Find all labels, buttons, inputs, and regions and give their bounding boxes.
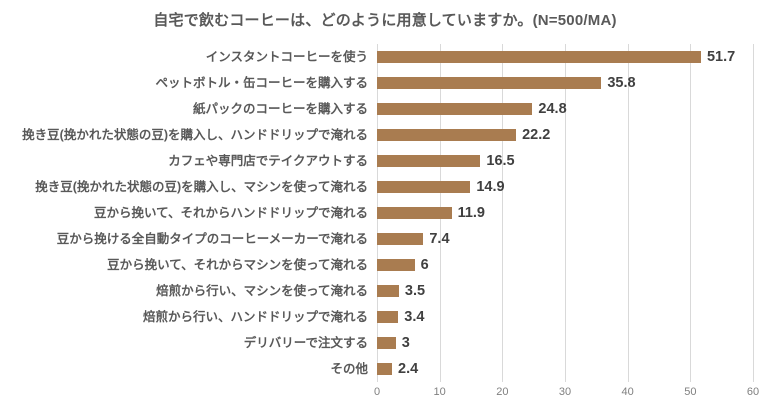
bar-zone: 2.4 xyxy=(377,356,753,382)
category-label: 豆から挽ける全自動タイプのコーヒーメーカーで淹れる xyxy=(56,231,368,246)
bar-row: インスタントコーヒーを使う 51.7 xyxy=(0,44,753,70)
bar xyxy=(377,363,393,375)
x-tick-label: 20 xyxy=(496,386,509,398)
bar xyxy=(377,51,701,63)
category-label: デリバリーで注文する xyxy=(243,335,368,350)
bar-row: 紙パックのコーヒーを購入する 24.8 xyxy=(0,96,753,122)
bar xyxy=(377,311,399,323)
bar-zone: 6 xyxy=(377,252,753,278)
category-label: ペットボトル・缶コーヒーを購入する xyxy=(155,75,368,90)
gridline xyxy=(690,44,692,382)
bar xyxy=(377,129,517,141)
value-label: 6 xyxy=(420,256,429,273)
category-label: インスタントコーヒーを使う xyxy=(205,49,368,64)
bar-zone: 35.8 xyxy=(377,70,753,96)
value-label: 3.5 xyxy=(404,282,426,299)
category-label: 豆から挽いて、それからマシンを使って淹れる xyxy=(107,257,368,272)
value-label: 22.2 xyxy=(522,126,551,143)
bar xyxy=(377,207,452,219)
bar-row: 挽き豆(挽かれた状態の豆)を購入し、マシンを使って淹れる 14.9 xyxy=(0,174,753,200)
bar-rows: インスタントコーヒーを使う 51.7 ペットボトル・缶コーヒーを購入する 35.8 紙パ… xyxy=(0,44,753,382)
bar xyxy=(377,259,415,271)
category-label: 挽き豆(挽かれた状態の豆)を購入し、マシンを使って淹れる xyxy=(35,179,368,194)
category-label: 豆から挽いて、それからハンドドリップで淹れる xyxy=(93,205,368,220)
bar xyxy=(377,103,533,115)
gridline xyxy=(565,44,566,382)
category-label: その他 xyxy=(330,361,368,376)
bar xyxy=(377,77,602,89)
x-tick-label: 30 xyxy=(558,386,572,398)
bar-zone: 16.5 xyxy=(377,148,753,174)
value-label: 51.7 xyxy=(706,48,736,65)
value-label: 3 xyxy=(401,334,410,351)
value-label: 7.4 xyxy=(429,230,450,247)
bar-zone: 3.4 xyxy=(377,304,753,330)
gridline xyxy=(502,44,504,382)
category-label: 焙煎から行い、マシンを使って淹れる xyxy=(156,283,368,298)
x-axis: 0 10 20 30 40 50 60 xyxy=(373,386,759,404)
x-tick-label: 10 xyxy=(433,386,446,398)
category-label: 焙煎から行い、ハンドドリップで淹れる xyxy=(142,309,368,324)
bar-zone: 24.8 xyxy=(377,96,753,122)
bar-row: その他 2.4 xyxy=(0,356,753,382)
bar-zone: 11.9 xyxy=(377,200,753,226)
value-label: 16.5 xyxy=(486,152,515,169)
x-tick-label: 40 xyxy=(621,386,634,398)
value-label: 24.8 xyxy=(538,100,567,117)
value-label: 11.9 xyxy=(457,204,485,221)
chart-title: 自宅で飲むコーヒーは、どのように用意していますか。(N=500/MA) xyxy=(153,12,617,29)
bar-zone: 22.2 xyxy=(377,122,753,148)
bar-zone: 3.5 xyxy=(377,278,753,304)
gridline xyxy=(627,44,629,382)
value-label: 35.8 xyxy=(607,74,636,91)
category-label: カフェや専門店でテイクアウトする xyxy=(168,153,368,168)
x-tick-label: 60 xyxy=(746,386,760,398)
value-label: 3.4 xyxy=(404,308,425,325)
x-tick-label: 50 xyxy=(684,386,697,398)
bar xyxy=(377,155,481,167)
bar-zone: 51.7 xyxy=(377,44,753,70)
bar-row: デリバリーで注文する 3 xyxy=(0,330,753,356)
bar-row: 焙煎から行い、マシンを使って淹れる 3.5 xyxy=(0,278,753,304)
bar-row: 挽き豆(挽かれた状態の豆)を購入し、ハンドドリップで淹れる 22.2 xyxy=(0,122,753,148)
bar xyxy=(377,285,399,297)
bar-row: ペットボトル・缶コーヒーを購入する 35.8 xyxy=(0,70,753,96)
x-tick-label: 0 xyxy=(373,386,381,398)
category-label: 紙パックのコーヒーを購入する xyxy=(192,101,368,116)
bar xyxy=(377,181,471,193)
bar-row: 焙煎から行い、ハンドドリップで淹れる 3.4 xyxy=(0,304,753,330)
bar xyxy=(377,233,424,245)
value-label: 2.4 xyxy=(398,360,419,377)
bar-row: カフェや専門店でテイクアウトする 16.5 xyxy=(0,148,753,174)
bar-zone: 3 xyxy=(377,330,753,356)
category-label: 挽き豆(挽かれた状態の豆)を購入し、ハンドドリップで淹れる xyxy=(22,127,368,142)
bar-row: 豆から挽いて、それからマシンを使って淹れる 6 xyxy=(0,252,753,278)
gridline xyxy=(753,44,754,382)
value-label: 14.9 xyxy=(476,178,505,195)
bar-row: 豆から挽ける全自動タイプのコーヒーメーカーで淹れる 7.4 xyxy=(0,226,753,252)
bar-zone: 7.4 xyxy=(377,226,753,252)
bar xyxy=(377,337,396,349)
bar-row: 豆から挽いて、それからハンドドリップで淹れる 11.9 xyxy=(0,200,753,226)
bar-zone: 14.9 xyxy=(377,174,753,200)
